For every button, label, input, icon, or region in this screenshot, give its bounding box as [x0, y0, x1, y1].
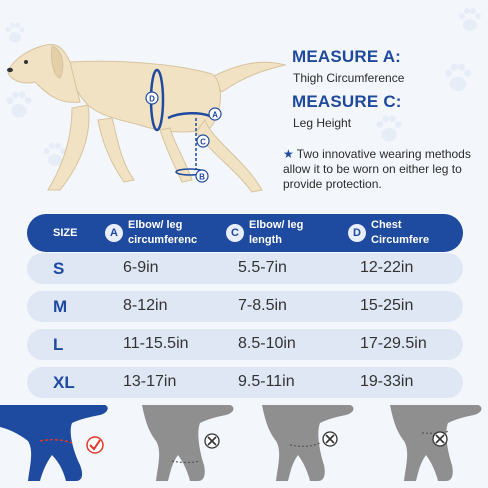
- paw-print-icon: [6, 91, 32, 118]
- wearing-note: ★ Two innovative wearing methods allow it…: [283, 147, 483, 192]
- elbow-length-cell: 9.5-11in: [238, 373, 295, 390]
- check-icon: [86, 436, 104, 454]
- star-icon: ★: [283, 147, 294, 161]
- header-d-label: Chest Circumfere: [371, 219, 451, 246]
- elbow-circumference-cell: 13-17in: [123, 373, 177, 390]
- size-table-header: SIZE A Elbow/ leg circumferenc C Elbow/ …: [27, 214, 463, 252]
- chest-circumference-cell: 19-33in: [360, 373, 414, 390]
- paw-print-icon: [5, 22, 25, 43]
- chest-circumference-cell: 12-22in: [360, 259, 414, 276]
- label-b-text: B: [199, 173, 205, 182]
- paw-print-icon: [376, 115, 402, 142]
- header-c-badge: C: [226, 224, 244, 242]
- header-a-line1: Elbow/ leg: [128, 219, 183, 231]
- header-c-line2: length: [249, 234, 282, 246]
- header-d-line1: Chest: [371, 219, 402, 231]
- table-row: S 6-9in 5.5-7in 12-22in: [27, 253, 463, 284]
- header-c-line1: Elbow/ leg: [249, 219, 304, 231]
- elbow-circumference-cell: 8-12in: [123, 297, 168, 314]
- label-a-text: A: [212, 111, 218, 120]
- header-a-badge: A: [105, 224, 123, 242]
- paw-print-icon: [44, 143, 66, 166]
- size-cell: M: [53, 297, 68, 316]
- elbow-circumference-cell: 11-15.5in: [123, 335, 189, 352]
- label-c-badge: C: [196, 134, 210, 148]
- size-cell: S: [53, 259, 65, 278]
- measure-c-title: MEASURE C:: [292, 92, 402, 111]
- paw-print-icon: [459, 8, 481, 31]
- table-row: XL 13-17in 9.5-11in 19-33in: [27, 367, 463, 398]
- chest-circumference-cell: 17-29.5in: [360, 335, 427, 352]
- label-c-text: C: [200, 138, 206, 147]
- label-a-badge: A: [208, 107, 222, 121]
- wearing-note-text: Two innovative wearing methods allow it …: [283, 147, 471, 191]
- label-d-badge: D: [145, 91, 159, 105]
- size-header: SIZE: [53, 227, 78, 239]
- elbow-length-cell: 7-8.5in: [238, 297, 287, 314]
- header-d-line2: Circumfere: [371, 234, 430, 246]
- measure-a-subtitle: Thigh Circumference: [293, 71, 405, 85]
- label-d-text: D: [149, 95, 155, 104]
- wrong-wear-leg-icon: [262, 405, 354, 481]
- elbow-length-cell: 5.5-7in: [238, 259, 287, 276]
- size-cell: L: [53, 335, 64, 354]
- dog-body-icon: [7, 43, 287, 193]
- table-row: L 11-15.5in 8.5-10in 17-29.5in: [27, 329, 463, 360]
- elbow-circumference-cell: 6-9in: [123, 259, 159, 276]
- size-cell: XL: [53, 373, 75, 392]
- header-a-line2: circumferenc: [128, 234, 198, 246]
- measure-c-subtitle: Leg Height: [293, 116, 352, 130]
- label-b-badge: B: [195, 169, 209, 183]
- chest-circumference-cell: 15-25in: [360, 297, 414, 314]
- wrong-wear-leg-icon: [142, 405, 234, 481]
- correct-wear-leg-icon: [0, 405, 108, 481]
- table-row: M 8-12in 7-8.5in 15-25in: [27, 291, 463, 322]
- paw-print-icon: [444, 63, 472, 92]
- header-a-label: Elbow/ leg circumferenc: [128, 219, 208, 246]
- wrong-wear-leg-icon: [390, 405, 482, 481]
- dog-measurement-illustration: D A C B: [7, 43, 287, 193]
- header-d-badge: D: [348, 224, 366, 242]
- measure-a-title: MEASURE A:: [292, 47, 402, 66]
- header-c-label: Elbow/ leg length: [249, 219, 329, 246]
- elbow-length-cell: 8.5-10in: [238, 335, 296, 352]
